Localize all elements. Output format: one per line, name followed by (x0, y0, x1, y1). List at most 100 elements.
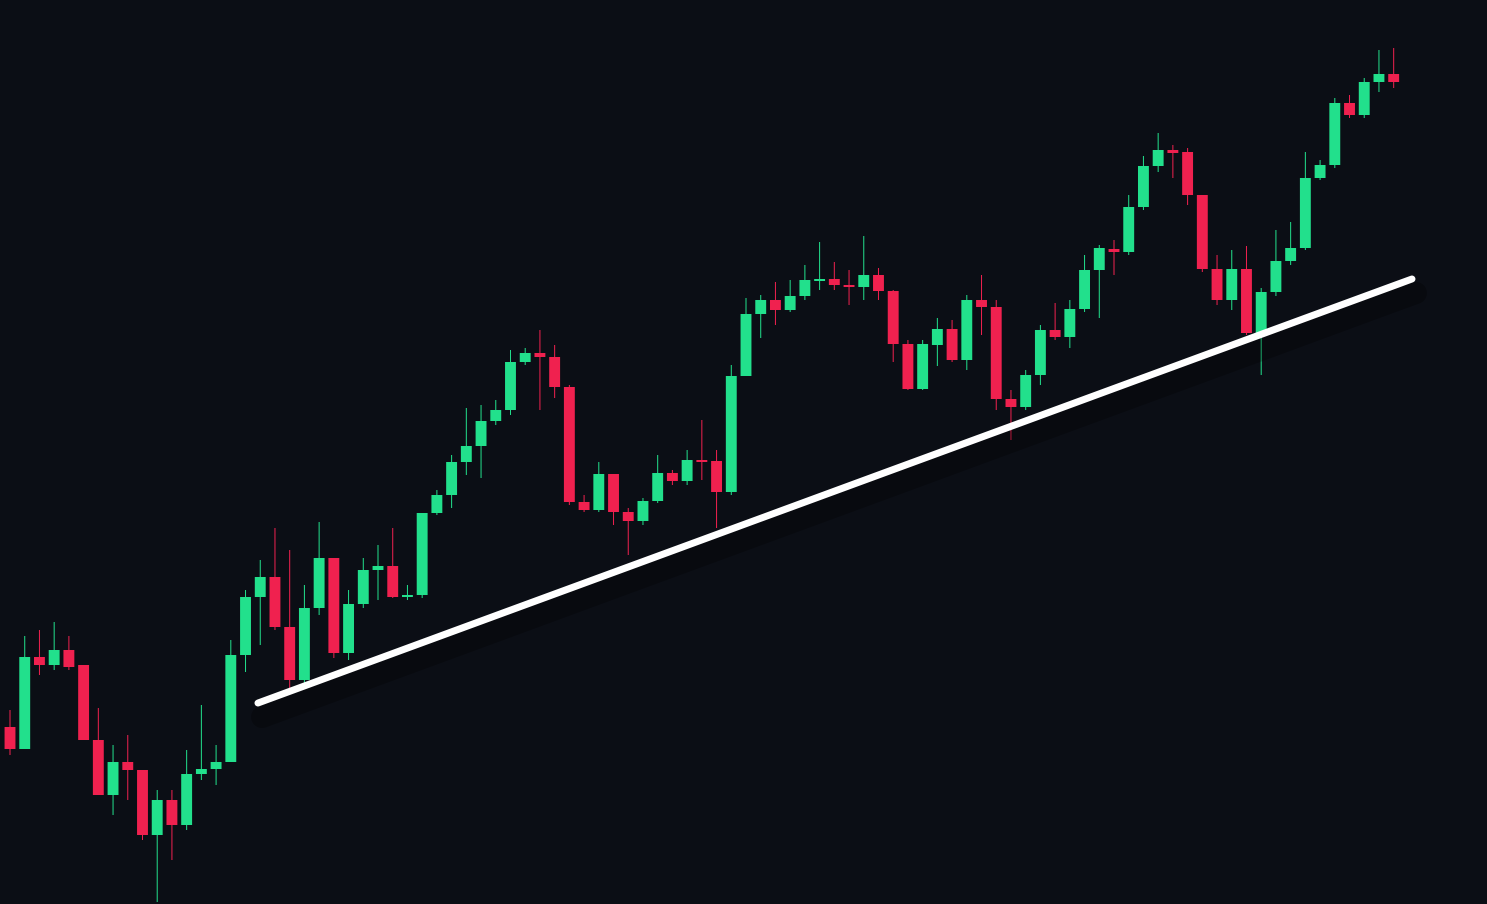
trendline-shadow (251, 282, 1427, 728)
candle-body (166, 800, 178, 825)
candle-body (1093, 248, 1105, 270)
candle-body (858, 275, 870, 287)
candle-body (622, 512, 634, 521)
candle-body (1344, 103, 1355, 115)
candle-body (681, 460, 693, 481)
candle-body (475, 421, 487, 446)
candle-body (372, 566, 384, 570)
candle-body (1211, 269, 1223, 300)
candle-body (225, 655, 237, 762)
candle-body (828, 279, 840, 285)
candle-body (1388, 74, 1400, 82)
candle-body (1285, 248, 1297, 261)
candle-body (1167, 150, 1179, 153)
candle-body (195, 769, 207, 774)
candle-body (1226, 269, 1238, 300)
trendline (254, 275, 1416, 707)
candle-body (92, 740, 104, 795)
candle-body (1020, 375, 1032, 407)
candle-body (416, 513, 428, 595)
candle-body (563, 387, 575, 502)
candle-body (505, 362, 516, 410)
candle-body (887, 291, 899, 344)
candle-body (122, 762, 134, 770)
candle-body (1034, 330, 1046, 375)
candle-body (343, 604, 355, 653)
candle-body (843, 285, 855, 287)
candle-body (873, 275, 884, 291)
candle-body (652, 473, 664, 501)
candle-body (931, 329, 943, 345)
candle-body (740, 314, 752, 376)
candle-body (593, 474, 605, 510)
candle-body (298, 608, 310, 680)
candle-body (1005, 399, 1017, 407)
candle-body (755, 300, 767, 314)
candle-body (1152, 150, 1164, 166)
candle-body (1108, 249, 1120, 252)
candle-body (1079, 270, 1091, 309)
candle-body (1196, 195, 1208, 269)
candle-body (990, 307, 1002, 399)
candle-body (446, 462, 458, 495)
candle-body (769, 300, 781, 310)
candle-body (490, 410, 502, 421)
candle-body (284, 627, 296, 680)
candle-body (637, 501, 649, 521)
candle-body (1241, 269, 1252, 333)
candle-body (328, 558, 340, 653)
candle-body (578, 502, 590, 510)
candle-body (534, 353, 546, 357)
candle-body (460, 446, 472, 462)
candle-body (799, 280, 811, 296)
candle-body (1299, 178, 1311, 248)
candle-body (431, 495, 443, 513)
candle-body (1182, 152, 1194, 195)
candle-body (387, 566, 399, 597)
candle-body (1123, 207, 1135, 252)
candle-body (549, 357, 561, 387)
candle-body (1329, 103, 1341, 165)
candle-body (519, 353, 531, 362)
candle-body (210, 762, 222, 769)
candle-body (1270, 261, 1282, 292)
candle-body (19, 657, 31, 749)
candle-body (1314, 165, 1326, 178)
candle-body (1049, 330, 1061, 337)
candle-body (313, 558, 325, 608)
candle-body (401, 595, 413, 597)
candle-body (137, 770, 148, 835)
candle-body (151, 800, 163, 835)
candle-body (1137, 166, 1149, 207)
candle-body (976, 300, 987, 307)
candle-body (946, 329, 958, 360)
candle-body (181, 774, 193, 825)
candle-body (608, 474, 619, 512)
candle-body (4, 727, 16, 749)
candle-body (784, 296, 796, 310)
candle-body (63, 650, 75, 667)
candle-body (48, 650, 60, 665)
candle-body (1373, 74, 1385, 82)
candle-body (254, 577, 266, 597)
candle-body (1064, 309, 1076, 337)
candle-body (78, 665, 90, 740)
candle-body (711, 461, 723, 492)
candle-body (1358, 82, 1370, 115)
candle-body (725, 376, 737, 492)
candle-body (902, 344, 914, 389)
candle-body (107, 762, 119, 795)
candle-body (917, 344, 929, 389)
candle-body (34, 657, 45, 665)
candle-body (357, 570, 369, 604)
candle-body (961, 300, 973, 360)
candle-body (696, 460, 708, 462)
candle-body (269, 577, 281, 627)
candle-body (666, 473, 678, 481)
candle-body (240, 597, 251, 655)
candle-body (1255, 292, 1267, 333)
candle-body (814, 279, 826, 281)
